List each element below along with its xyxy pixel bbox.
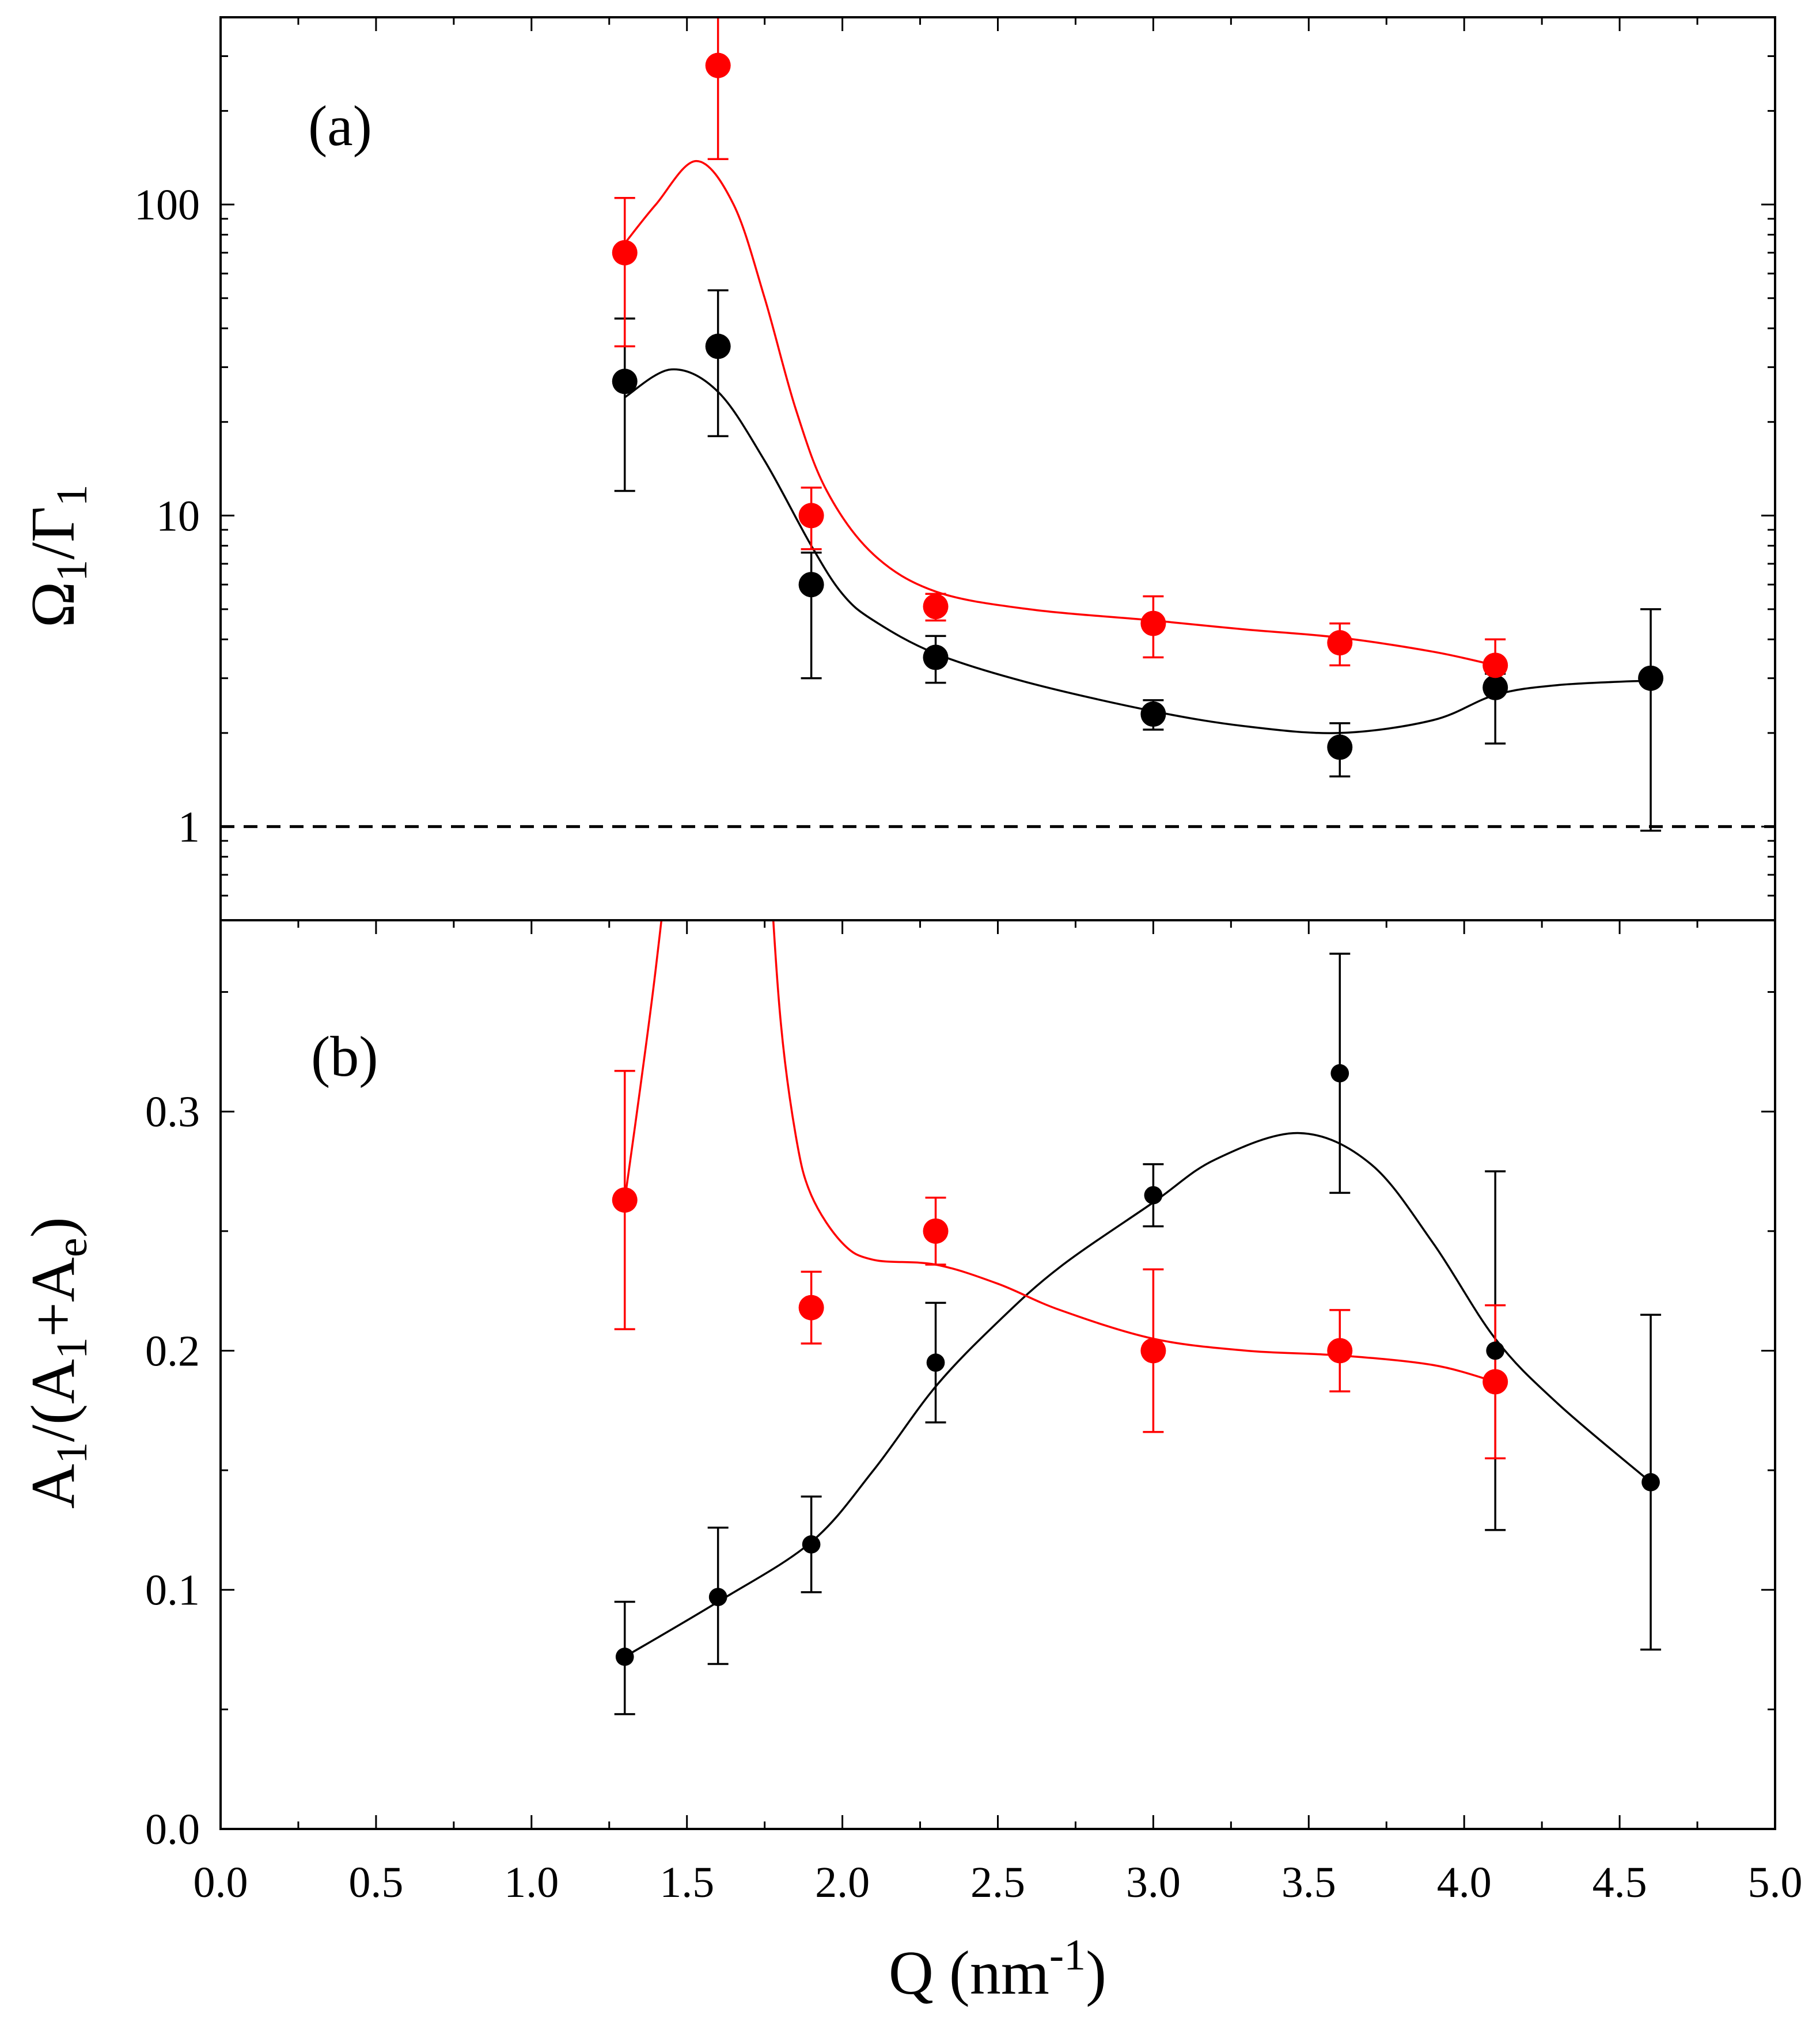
data-point-red — [923, 1218, 949, 1244]
data-point-black — [923, 644, 949, 670]
data-point-red — [1482, 652, 1508, 678]
panel-a-fit-curves — [624, 160, 1651, 734]
panel-b-label: (b) — [311, 1024, 378, 1088]
data-point-red — [1140, 1338, 1166, 1364]
x-tick-label: 3.5 — [1281, 1858, 1336, 1907]
x-tick-label: 3.0 — [1126, 1858, 1181, 1907]
y-tick-label-a: 100 — [134, 181, 200, 229]
data-point-black — [1140, 701, 1166, 727]
y-tick-label-b: 0.0 — [145, 1805, 200, 1854]
data-point-red — [705, 52, 731, 78]
panel-b: 0.0 0.1 0.2 0.3 0.0 0.5 1.0 1.5 2.0 2.5 3.0 3.5 4.0… — [19, 920, 1803, 2007]
data-point-black — [1641, 1473, 1660, 1492]
y-tick-label-a: 1 — [178, 803, 200, 851]
y-tick-label-b: 0.1 — [145, 1566, 200, 1615]
data-point-red — [1140, 610, 1166, 636]
y-tick-label-a: 10 — [156, 492, 200, 540]
x-tick-label: 4.5 — [1592, 1858, 1647, 1907]
panel-b-data-points — [612, 1064, 1660, 1666]
panel-a-y-tick-labels: 1 10 100 — [134, 181, 200, 851]
data-point-black — [1638, 665, 1664, 691]
data-point-black — [798, 572, 824, 598]
data-point-red — [798, 503, 824, 529]
data-point-black — [802, 1535, 821, 1554]
panel-b-y-axis-title: A1/(A1+Ae) — [19, 1217, 96, 1509]
data-point-black — [1330, 1064, 1349, 1083]
data-point-red — [1327, 1338, 1353, 1364]
data-point-black — [615, 1648, 634, 1666]
panel-a-label: (a) — [308, 94, 372, 158]
x-tick-label: 5.0 — [1748, 1858, 1803, 1907]
x-tick-label: 2.5 — [970, 1858, 1025, 1907]
data-point-black — [1144, 1186, 1163, 1205]
fit-curve-black — [624, 1132, 1652, 1658]
panel-b-frame — [219, 919, 1776, 1830]
x-tick-label: 4.0 — [1437, 1858, 1492, 1907]
fit-curve-red — [623, 920, 1496, 1383]
data-point-black — [1486, 1341, 1505, 1360]
panel-b-ticks — [219, 920, 1776, 1830]
panel-a-frame — [219, 16, 1776, 921]
fit-curve-red — [624, 160, 1496, 667]
data-point-black — [926, 1353, 945, 1372]
data-point-red — [798, 1295, 824, 1320]
x-tick-label: 1.0 — [504, 1858, 559, 1907]
data-point-black — [705, 333, 731, 359]
panel-a-ticks — [219, 16, 1776, 921]
x-tick-label: 2.0 — [815, 1858, 870, 1907]
data-point-red — [612, 240, 638, 265]
data-point-black — [708, 1588, 727, 1607]
data-point-black — [1327, 734, 1353, 760]
x-axis-title: Q (nm-1) — [889, 1931, 1106, 2007]
data-point-red — [612, 1187, 638, 1213]
y-tick-label-b: 0.3 — [145, 1088, 200, 1136]
x-tick-label: 1.5 — [659, 1858, 714, 1907]
panel-a-data-points — [612, 52, 1664, 760]
panel-a: 1 10 100 (a) Ω1/Γ1 — [19, 16, 1776, 921]
x-tick-label: 0.0 — [194, 1858, 248, 1907]
data-point-red — [1482, 1369, 1508, 1395]
x-tick-labels: 0.0 0.5 1.0 1.5 2.0 2.5 3.0 3.5 4.0 4.5 5.0 — [194, 1858, 1803, 1907]
panel-b-y-tick-labels: 0.0 0.1 0.2 0.3 — [145, 1088, 200, 1854]
x-tick-label: 0.5 — [348, 1858, 403, 1907]
data-point-black — [612, 369, 638, 394]
fit-curve-black — [624, 368, 1651, 734]
panel-b-fit-curves — [623, 920, 1652, 1658]
y-tick-label-b: 0.2 — [145, 1327, 200, 1375]
panel-a-y-axis-title: Ω1/Γ1 — [19, 484, 96, 628]
data-point-black — [1482, 674, 1508, 700]
data-point-red — [1327, 630, 1353, 656]
data-point-red — [923, 594, 949, 620]
